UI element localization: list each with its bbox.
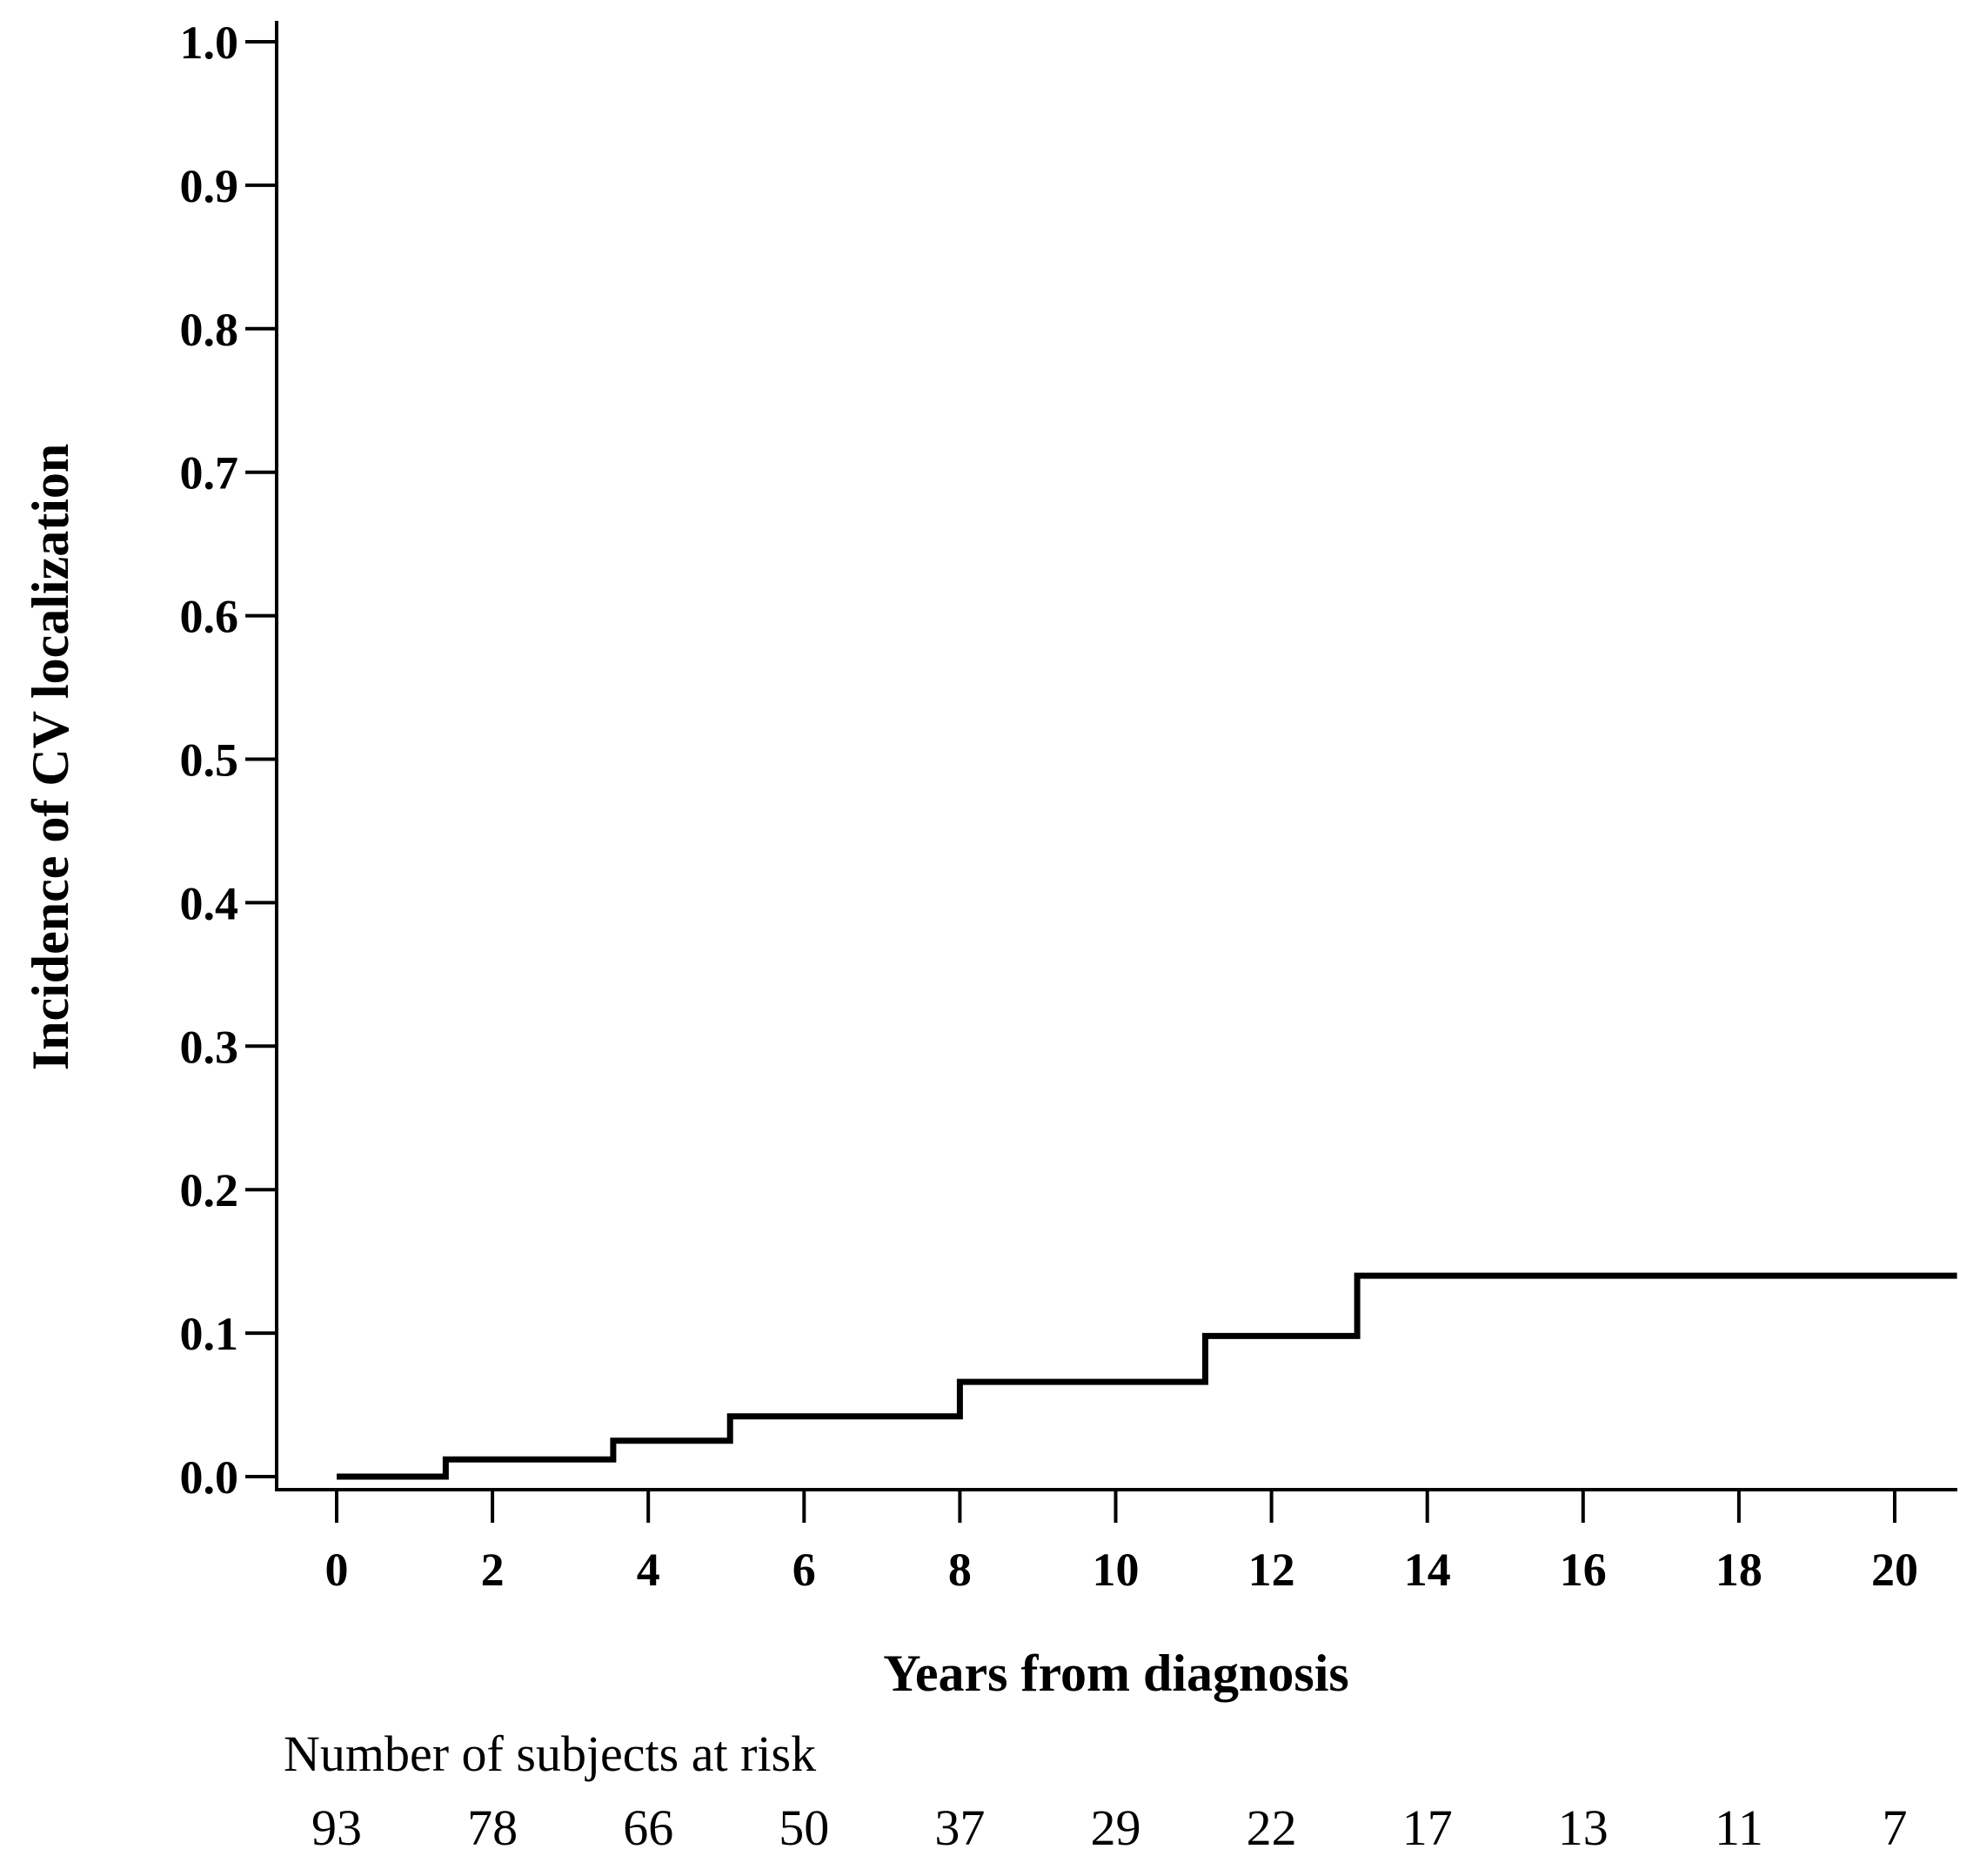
risk-value: 93 bbox=[311, 1799, 362, 1856]
y-ticks: 0.0 0.1 0.2 0.3 0.4 0.5 0.6 0.7 0.8 0.9 1.0 bbox=[180, 17, 277, 1504]
x-tick-label: 10 bbox=[1093, 1544, 1140, 1596]
risk-value: 29 bbox=[1091, 1799, 1141, 1856]
y-axis-title: Incidence of CV localization bbox=[22, 444, 79, 1071]
risk-table-title: Number of subjects at risk bbox=[284, 1725, 816, 1782]
y-tick-label: 0.2 bbox=[180, 1164, 239, 1216]
x-tick-label: 4 bbox=[637, 1544, 660, 1596]
risk-value: 66 bbox=[623, 1799, 673, 1856]
x-tick-label: 2 bbox=[481, 1544, 505, 1596]
x-tick-label: 8 bbox=[948, 1544, 972, 1596]
x-tick-label: 18 bbox=[1716, 1544, 1762, 1596]
axes bbox=[275, 21, 1957, 1491]
risk-value: 50 bbox=[779, 1799, 829, 1856]
risk-value: 11 bbox=[1715, 1799, 1763, 1856]
risk-value: 22 bbox=[1247, 1799, 1297, 1856]
x-tick-label: 16 bbox=[1560, 1544, 1607, 1596]
y-tick-label: 0.5 bbox=[180, 734, 239, 787]
y-tick-label: 0.3 bbox=[180, 1021, 239, 1073]
risk-value: 13 bbox=[1558, 1799, 1608, 1856]
x-ticks: 0 2 4 6 8 10 12 14 16 18 20 bbox=[325, 1490, 1918, 1596]
risk-value: 37 bbox=[934, 1799, 985, 1856]
x-tick-label: 6 bbox=[793, 1544, 816, 1596]
risk-table-values: 93 78 66 50 37 29 22 17 13 11 7 bbox=[311, 1799, 1908, 1856]
y-tick-label: 0.8 bbox=[180, 304, 239, 356]
series-line-0 bbox=[337, 1272, 1957, 1480]
y-tick-label: 0.1 bbox=[180, 1308, 239, 1360]
x-tick-label: 14 bbox=[1404, 1544, 1451, 1596]
y-tick-label: 0.7 bbox=[180, 447, 239, 499]
y-tick-label: 0.9 bbox=[180, 160, 239, 212]
risk-value: 7 bbox=[1883, 1799, 1908, 1856]
y-tick-label: 0.4 bbox=[180, 877, 239, 929]
x-tick-label: 0 bbox=[325, 1544, 349, 1596]
x-axis-title: Years from diagnosis bbox=[883, 1645, 1349, 1702]
y-tick-label: 0.0 bbox=[180, 1451, 239, 1504]
series-layer bbox=[337, 1272, 1957, 1480]
y-tick-label: 0.6 bbox=[180, 591, 239, 643]
x-tick-label: 12 bbox=[1248, 1544, 1295, 1596]
risk-value: 17 bbox=[1402, 1799, 1453, 1856]
x-tick-label: 20 bbox=[1871, 1544, 1918, 1596]
y-tick-label: 1.0 bbox=[180, 17, 239, 69]
risk-value: 78 bbox=[467, 1799, 518, 1856]
